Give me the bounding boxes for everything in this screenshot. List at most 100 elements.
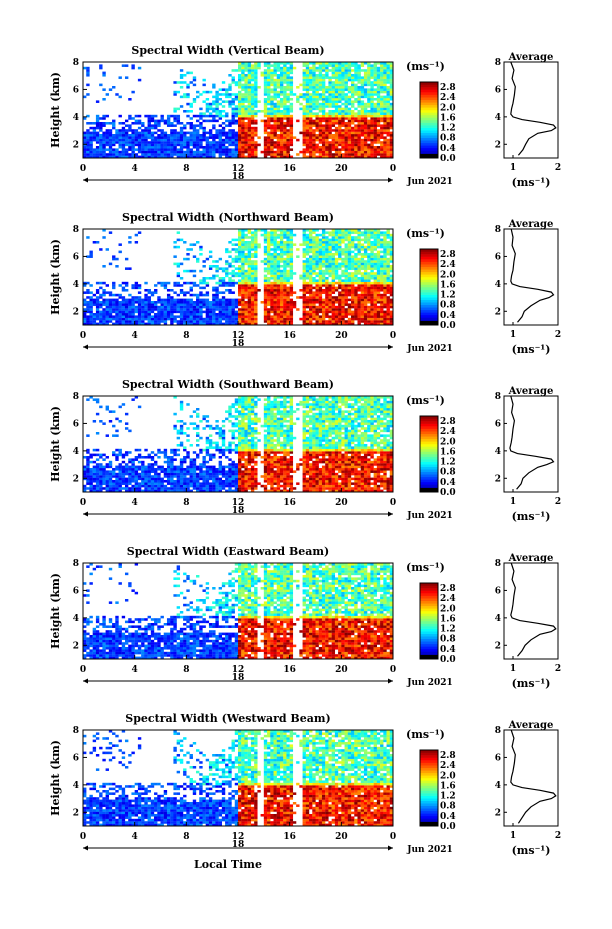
heatmap-cell [202,293,206,297]
heatmap-cell [95,134,100,137]
heatmap-cell [286,150,290,154]
heatmap-cell [309,274,313,278]
heatmap-cell [86,148,90,151]
heatmap-cell [357,122,361,125]
heatmap-cell [267,269,271,273]
heatmap-cell [276,296,281,299]
heatmap-cell [386,279,390,282]
heatmap-cell [99,286,103,290]
heatmap-cell [141,308,145,311]
heatmap-cell [267,122,271,125]
heatmap-cell [383,236,387,239]
heatmap-cell [286,148,290,151]
heatmap-cell [389,71,394,75]
heatmap-cell [124,138,129,142]
heatmap-cell [363,236,368,239]
heatmap-cell [341,98,345,101]
heatmap-cell [283,153,287,156]
heatmap-cell [383,289,387,292]
heatmap-cell [270,269,274,273]
heatmap-cell [354,296,358,299]
heatmap-cell [309,296,313,299]
heatmap-cell [86,465,90,469]
heatmap-cell [286,114,290,118]
heatmap-cell [221,141,226,144]
heatmap-cell [351,243,355,246]
heatmap-cell [380,90,384,94]
heatmap-cell [250,98,255,101]
heatmap-cell [376,86,381,89]
heatmap-cell [254,265,258,268]
heatmap-cell [160,155,164,159]
heatmap-cell [305,66,310,70]
heatmap-cell [183,155,187,159]
heatmap-cell [334,136,339,139]
heatmap-cell [118,146,122,149]
heatmap-cell [389,136,394,139]
heatmap-cell [318,262,323,266]
heatmap-cell [221,100,226,103]
heatmap-cell [305,241,310,244]
heatmap-cell [312,98,316,101]
heatmap-cell [157,322,161,326]
heatmap-cell [370,284,374,287]
heatmap-cell [299,317,303,321]
heatmap-cell [273,141,277,144]
heatmap-cell [338,236,342,239]
heatmap-cell [389,81,394,84]
heatmap-cell [389,62,394,65]
heatmap-cell [176,150,181,154]
heatmap-cell [363,298,368,302]
heatmap-cell [234,131,239,135]
heatmap-cell [373,303,378,306]
colorbar-segment [420,150,438,154]
heatmap-cell [254,274,258,278]
heatmap-cell [238,146,242,149]
heatmap-cell [137,313,142,316]
heatmap-cell [263,284,268,287]
heatmap-cell [273,102,277,106]
heatmap-cell [89,322,93,326]
heatmap-cell [121,301,126,304]
heatmap-cell [241,124,245,127]
heatmap-cell [244,260,248,263]
heatmap-cell [99,310,103,314]
heatmap-cell [267,119,271,123]
heatmap-cell [309,112,313,115]
heatmap-cell [225,260,229,263]
heatmap-cell [354,265,358,268]
heatmap-cell [370,267,374,270]
heatmap-cell [344,98,348,101]
heatmap-cell [102,301,106,304]
heatmap-cell [170,141,174,144]
heatmap-cell [157,281,161,285]
heatmap-cell [347,248,352,251]
heatmap-cell [302,148,306,151]
heatmap-cell [254,293,258,297]
heatmap-cell [95,150,100,154]
heatmap-cell [131,134,135,137]
heatmap-cell [108,317,113,321]
heatmap-cell [344,146,348,149]
heatmap-cell [250,317,255,321]
heatmap-cell [267,317,271,321]
heatmap-cell [267,110,271,113]
heatmap-cell [370,233,374,237]
heatmap-cell [315,119,319,123]
heatmap-cell [121,148,126,151]
heatmap-cell [376,114,381,118]
heatmap-cell [305,250,310,254]
heatmap-cell [367,81,371,84]
heatmap-cell [373,243,378,246]
colorbar-segment [420,284,438,288]
heatmap-cell [244,310,248,314]
heatmap-cell [247,134,252,137]
heatmap-cell [131,322,135,326]
colorbar-unit-label: (ms⁻¹) [406,227,445,240]
heatmap-cell [102,322,106,326]
heatmap-cell [241,296,245,299]
heatmap-cell [273,126,277,130]
heatmap-cell [283,107,287,111]
heatmap-cell [305,122,310,125]
heatmap-cell [176,315,181,318]
